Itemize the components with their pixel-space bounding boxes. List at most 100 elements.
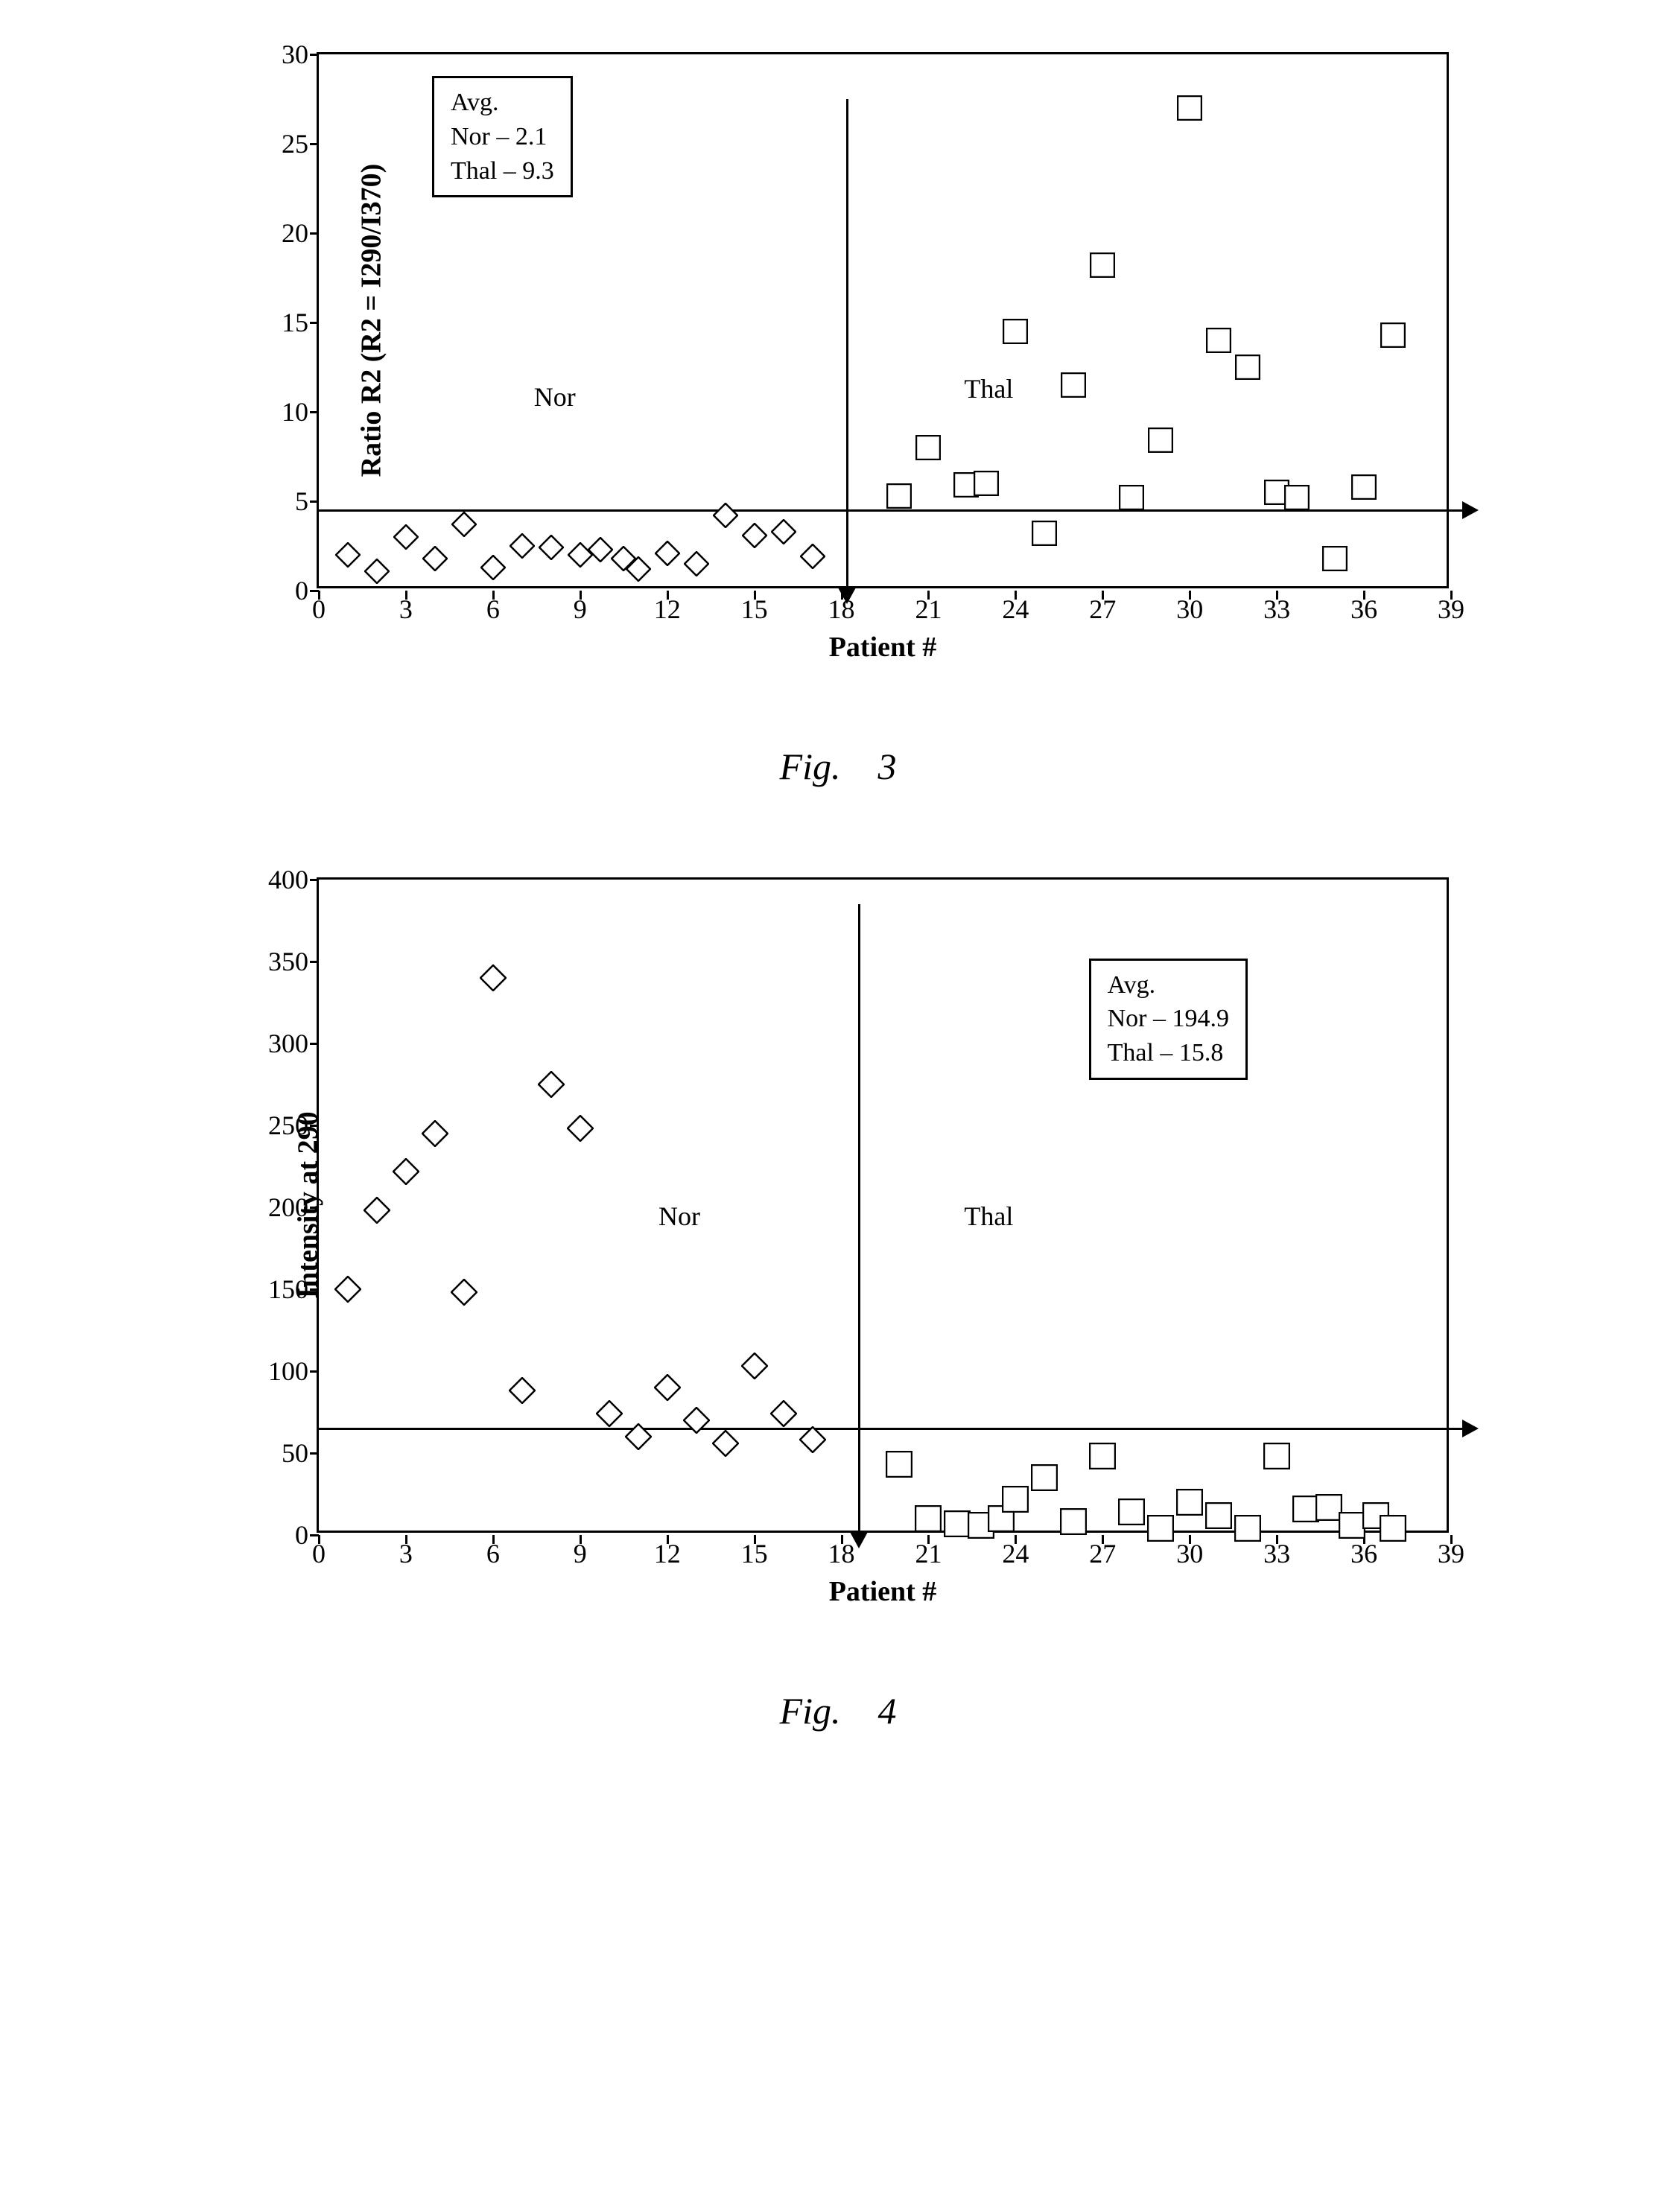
- y-tick: [310, 232, 319, 235]
- legend-line: Nor – 194.9: [1108, 1002, 1229, 1036]
- separator-line: [858, 904, 860, 1535]
- nor-marker-diamond: [422, 1120, 448, 1147]
- y-tick: [310, 1452, 319, 1455]
- thal-marker-square: [1147, 1515, 1174, 1542]
- threshold-line: [319, 1428, 1465, 1430]
- nor-marker-diamond: [683, 1407, 710, 1434]
- x-tick: [754, 591, 756, 600]
- region-label: Thal: [964, 1201, 1013, 1232]
- x-tick: [1015, 1535, 1017, 1544]
- nor-marker-diamond: [422, 546, 448, 571]
- nor-marker-diamond: [712, 1430, 739, 1457]
- nor-marker-diamond: [771, 519, 796, 544]
- nor-marker-diamond: [567, 1115, 594, 1142]
- fig4-block: Intensity at 290 Patient # Avg. Nor – 19…: [168, 870, 1508, 1732]
- nor-marker-diamond: [799, 1426, 826, 1453]
- threshold-arrowhead: [1462, 1420, 1479, 1441]
- thal-marker-square: [1148, 428, 1173, 453]
- x-tick: [492, 591, 495, 600]
- thal-marker-square: [1003, 319, 1028, 344]
- thal-marker-square: [1177, 95, 1202, 121]
- caption-number: 3: [877, 746, 896, 787]
- nor-marker-diamond: [626, 556, 651, 582]
- fig3-ylabel: Ratio R2 (R2 = I290/I370): [355, 164, 387, 477]
- thal-marker-square: [1119, 485, 1144, 510]
- legend-line: Thal – 15.8: [1108, 1036, 1229, 1070]
- fig3-chart: Ratio R2 (R2 = I290/I370) Patient # Avg.…: [168, 45, 1508, 663]
- nor-marker-diamond: [393, 524, 419, 550]
- thal-marker-square: [974, 471, 999, 496]
- x-tick: [927, 591, 930, 600]
- nor-marker-diamond: [393, 1158, 419, 1185]
- region-label: Nor: [534, 381, 576, 413]
- thal-marker-square: [1032, 521, 1057, 546]
- thal-marker-square: [1002, 1486, 1029, 1513]
- y-tick: [310, 1043, 319, 1045]
- caption-number: 4: [877, 1690, 896, 1732]
- nor-marker-diamond: [742, 523, 767, 548]
- nor-marker-diamond: [625, 1423, 652, 1450]
- y-tick: [310, 411, 319, 413]
- fig3-caption: Fig. 3: [168, 745, 1508, 788]
- nor-marker-diamond: [539, 535, 564, 560]
- thal-marker-square: [1118, 1498, 1145, 1525]
- legend-line: Avg.: [1108, 968, 1229, 1002]
- x-tick: [1363, 591, 1365, 600]
- thal-marker-square: [1031, 1464, 1058, 1491]
- thal-marker-square: [886, 483, 912, 509]
- thal-marker-square: [1060, 1508, 1087, 1535]
- legend-line: Thal – 9.3: [451, 154, 554, 188]
- thal-marker-square: [1206, 328, 1231, 353]
- region-label: Thal: [964, 373, 1013, 404]
- region-label: Nor: [658, 1201, 700, 1232]
- legend-line: Nor – 2.1: [451, 120, 554, 154]
- thal-marker-square: [915, 1505, 942, 1532]
- x-tick: [667, 1535, 669, 1544]
- nor-marker-diamond: [451, 1279, 477, 1306]
- nor-marker-diamond: [451, 512, 477, 537]
- thal-marker-square: [1263, 1443, 1290, 1469]
- x-tick: [841, 1535, 843, 1544]
- nor-marker-diamond: [480, 555, 506, 580]
- caption-prefix: Fig.: [780, 746, 841, 787]
- x-tick: [927, 1535, 930, 1544]
- thal-marker-square: [886, 1451, 912, 1478]
- thal-marker-square: [1380, 1515, 1406, 1542]
- y-tick: [310, 500, 319, 503]
- separator-arrowhead: [850, 1532, 868, 1552]
- x-tick: [1276, 591, 1278, 600]
- thal-marker-square: [1351, 474, 1377, 500]
- thal-marker-square: [1205, 1502, 1232, 1529]
- caption-prefix: Fig.: [780, 1690, 841, 1732]
- x-tick: [1450, 1535, 1453, 1544]
- fig3-legend-box: Avg. Nor – 2.1 Thal – 9.3: [432, 76, 573, 198]
- thal-marker-square: [1090, 252, 1115, 278]
- separator-line: [846, 99, 848, 591]
- nor-marker-diamond: [588, 537, 613, 562]
- nor-marker-diamond: [364, 1197, 390, 1224]
- y-tick: [310, 54, 319, 56]
- fig3-plot-area: Ratio R2 (R2 = I290/I370) Patient # Avg.…: [317, 52, 1449, 588]
- y-tick: [310, 1370, 319, 1373]
- nor-marker-diamond: [655, 541, 680, 566]
- x-tick: [1189, 1535, 1191, 1544]
- x-tick: [405, 1535, 407, 1544]
- y-tick: [310, 322, 319, 324]
- nor-marker-diamond: [770, 1400, 797, 1427]
- x-tick: [1276, 1535, 1278, 1544]
- x-tick: [1450, 591, 1453, 600]
- x-tick: [667, 591, 669, 600]
- thal-marker-square: [1061, 372, 1086, 398]
- nor-marker-diamond: [510, 533, 535, 559]
- nor-marker-diamond: [480, 964, 507, 991]
- y-tick: [310, 961, 319, 963]
- x-tick: [580, 591, 582, 600]
- nor-marker-diamond: [684, 551, 709, 576]
- fig4-xlabel: Patient #: [829, 1575, 937, 1608]
- nor-marker-diamond: [800, 544, 825, 569]
- thal-marker-square: [1176, 1489, 1203, 1516]
- fig3-xlabel: Patient #: [829, 631, 937, 664]
- legend-line: Avg.: [451, 86, 554, 120]
- thal-marker-square: [1284, 485, 1310, 510]
- fig4-chart: Intensity at 290 Patient # Avg. Nor – 19…: [168, 870, 1508, 1607]
